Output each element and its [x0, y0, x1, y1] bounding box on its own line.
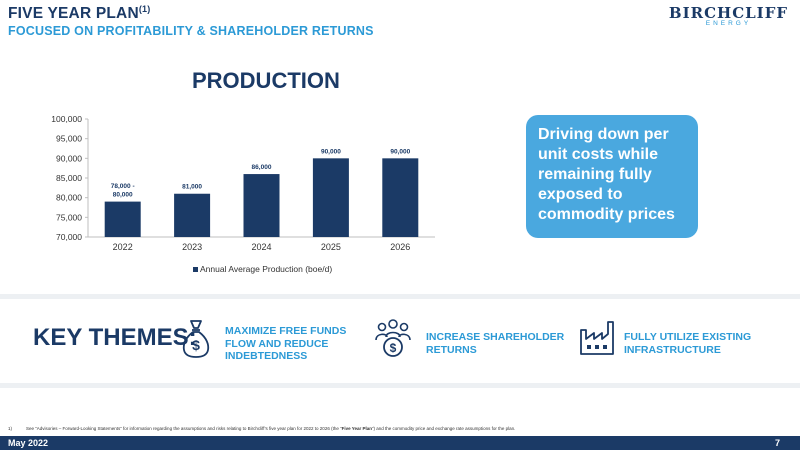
y-tick-label: 70,000	[56, 232, 82, 242]
data-label: 81,000	[182, 184, 202, 191]
theme-label: FULLY UTILIZE EXISTING INFRASTRUCTURE	[624, 331, 751, 356]
theme-line: MAXIMIZE FREE FUNDS	[225, 325, 347, 337]
footnote-text: ”) and the commodity price and exchange …	[372, 426, 516, 431]
section-divider	[0, 294, 800, 299]
bar	[243, 174, 280, 237]
footer-date: May 2022	[8, 438, 49, 448]
y-tick-label: 85,000	[56, 173, 82, 183]
callout-box: Driving down per unit costs while remain…	[526, 115, 698, 238]
logo-sub: ENERGY	[705, 20, 752, 27]
chart-title: PRODUCTION	[192, 68, 340, 93]
svg-text:$: $	[390, 341, 397, 355]
callout-line: Driving down per	[538, 126, 669, 143]
data-label: 86,000	[252, 164, 272, 171]
theme-line: INDEBTEDNESS	[225, 350, 308, 362]
bar	[104, 201, 141, 237]
y-tick-label: 90,000	[56, 153, 82, 163]
data-label: 90,000	[390, 148, 410, 155]
callout-line: commodity prices	[538, 206, 675, 223]
section-divider	[0, 383, 800, 388]
footnote-bold: Five Year Plan	[341, 426, 373, 431]
y-tick-label: 80,000	[56, 193, 82, 203]
svg-text:$: $	[192, 337, 200, 353]
legend-label: Annual Average Production (boe/d)	[200, 264, 332, 274]
x-tick-label: 2023	[182, 242, 202, 252]
footer-bar: May 2022 7	[0, 436, 800, 450]
factory-icon	[580, 321, 614, 355]
theme-line: INCREASE SHAREHOLDER	[426, 331, 565, 343]
x-tick-label: 2026	[390, 242, 410, 252]
bar	[312, 158, 349, 237]
people-dollar-icon: $	[375, 319, 411, 357]
page-title: FIVE YEAR PLAN(1)	[8, 4, 151, 22]
key-themes-title: KEY THEMES:	[33, 324, 197, 351]
footnote-text: See “Advisories – Forward-Looking Statem…	[26, 426, 342, 431]
theme-label: MAXIMIZE FREE FUNDS FLOW AND REDUCE INDE…	[225, 325, 346, 363]
logo-name: BIRCHCLIFF	[668, 4, 788, 22]
theme-line: FULLY UTILIZE EXISTING	[624, 331, 752, 343]
money-bag-icon: $	[182, 320, 210, 358]
footnote-number: 1)	[8, 426, 13, 431]
x-tick-label: 2025	[321, 242, 341, 252]
x-tick-label: 2022	[113, 242, 133, 252]
theme-label: INCREASE SHAREHOLDER RETURNS	[426, 331, 564, 356]
y-tick-label: 100,000	[51, 114, 82, 124]
callout-line: exposed to	[538, 186, 623, 203]
x-tick-label: 2024	[251, 242, 271, 252]
legend-swatch	[193, 267, 198, 272]
data-label: 78,000 -	[111, 183, 135, 190]
theme-line: RETURNS	[426, 343, 477, 356]
bar	[382, 158, 419, 237]
theme-line: INFRASTRUCTURE	[624, 343, 721, 356]
data-label: 80,000	[113, 192, 133, 199]
footnote: 1) See “Advisories – Forward-Looking Stat…	[8, 426, 515, 431]
data-label: 90,000	[321, 148, 341, 155]
callout-line: unit costs while	[538, 146, 659, 163]
page-number: 7	[774, 438, 780, 448]
callout-line: remaining fully	[538, 166, 652, 183]
y-tick-label: 75,000	[56, 212, 82, 222]
y-tick-label: 95,000	[56, 134, 82, 144]
company-logo: BIRCHCLIFF ENERGY	[669, 4, 788, 27]
theme-line: FLOW AND REDUCE	[225, 337, 329, 350]
page-subtitle: FOCUSED ON PROFITABILITY & SHAREHOLDER R…	[8, 24, 374, 38]
bar	[174, 193, 211, 237]
title-footnote-marker: (1)	[138, 4, 151, 14]
